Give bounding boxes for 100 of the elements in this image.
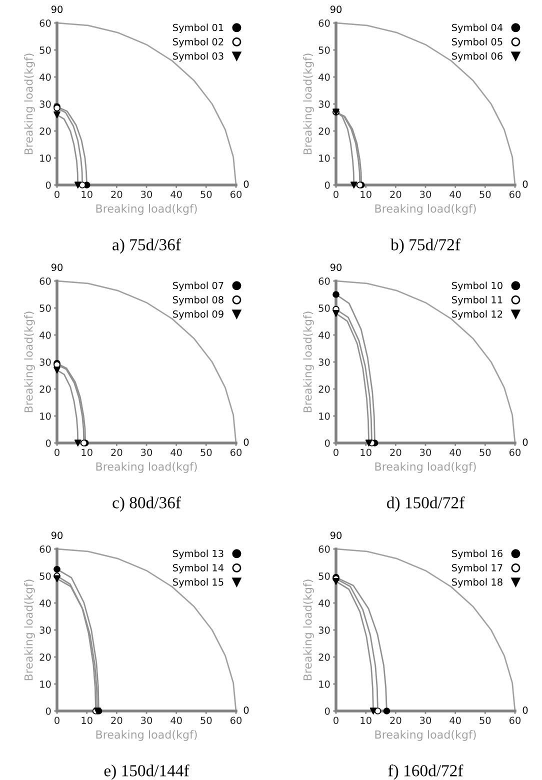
y-tick-label: 20 [40, 127, 51, 135]
y-tick-label: 40 [40, 73, 51, 81]
text: 0 [522, 438, 528, 446]
text: c) 80d/36f [112, 496, 181, 512]
y-tick-label: 60 [40, 545, 51, 553]
x-tick-label: 50 [480, 716, 491, 724]
x-tick-label: 10 [82, 190, 92, 198]
text: e) 150d/144f [104, 764, 190, 780]
legend-label: Symbol 17 [452, 564, 502, 574]
legend-label: Symbol 08 [173, 296, 224, 306]
legend-label: Symbol 16 [452, 550, 502, 560]
x-tick-label: 50 [200, 190, 212, 198]
y-tick-label: 60 [40, 277, 51, 285]
y-tick-label: 20 [318, 127, 330, 135]
y-tick-label: 50 [40, 46, 51, 54]
x-axis-title: Breaking load(kgf) [96, 730, 197, 741]
text: 90 [51, 6, 63, 14]
text: 90 [330, 264, 342, 272]
x-tick-label: 60 [230, 716, 242, 724]
y-tick-label: 40 [318, 331, 330, 339]
x-tick-label: 10 [360, 448, 372, 456]
x-tick-label: 40 [450, 448, 461, 456]
y-tick-label: 10 [40, 412, 51, 420]
y-tick-label: 10 [319, 680, 330, 688]
y-tick-label: 30 [318, 100, 330, 108]
y-tick-label: 0 [324, 181, 330, 189]
y-tick-label: 20 [40, 653, 51, 661]
legend-label: Symbol 09 [173, 310, 224, 320]
y-tick-label: 30 [40, 358, 51, 366]
x-tick-label: 60 [509, 190, 521, 198]
legend-label: Symbol 01 [173, 24, 224, 34]
x-tick-label: 10 [360, 716, 372, 724]
y-axis-title: Breaking load(kgf) [24, 580, 35, 680]
y-tick-label: 30 [40, 100, 51, 108]
y-tick-label: 60 [318, 277, 330, 285]
x-axis-title: Breaking load(kgf) [375, 462, 476, 473]
x-tick-label: 10 [360, 190, 372, 198]
y-tick-label: 0 [46, 707, 51, 715]
legend-label: Symbol 04 [452, 24, 503, 34]
legend-label: Symbol 05 [452, 38, 502, 48]
x-tick-label: 0 [54, 190, 60, 198]
x-tick-label: 30 [141, 716, 152, 724]
x-tick-label: 50 [200, 448, 212, 456]
legend-label: Symbol 03 [173, 52, 224, 62]
x-tick-label: 60 [230, 190, 242, 198]
x-tick-label: 0 [54, 448, 60, 456]
y-tick-label: 0 [324, 707, 330, 715]
x-axis-title: Breaking load(kgf) [96, 462, 197, 473]
legend-label: Symbol 15 [173, 578, 224, 588]
text: b) 75d/72f [390, 238, 460, 254]
x-tick-label: 60 [509, 716, 521, 724]
text: 90 [51, 532, 63, 540]
y-tick-label: 30 [40, 626, 51, 634]
y-tick-label: 30 [318, 626, 330, 634]
text: 0 [522, 706, 528, 714]
x-tick-label: 0 [334, 448, 338, 456]
y-tick-label: 50 [318, 304, 330, 312]
text: 0 [244, 438, 249, 446]
text: 90 [330, 6, 342, 14]
text: f) 160d/72f [388, 764, 464, 780]
x-tick-label: 30 [420, 448, 432, 456]
legend-label: Symbol 13 [173, 550, 224, 560]
y-tick-label: 20 [40, 385, 51, 393]
y-tick-label: 10 [40, 680, 51, 688]
x-tick-label: 10 [82, 716, 92, 724]
y-tick-label: 60 [318, 545, 330, 553]
y-tick-label: 30 [318, 358, 330, 366]
x-tick-label: 60 [509, 448, 521, 456]
y-tick-label: 40 [318, 599, 330, 607]
x-tick-label: 50 [480, 190, 491, 198]
y-tick-label: 10 [319, 154, 330, 162]
y-tick-label: 50 [40, 304, 51, 312]
x-tick-label: 40 [170, 190, 182, 198]
x-tick-label: 20 [390, 448, 402, 456]
text: 0 [244, 706, 249, 714]
y-tick-label: 40 [40, 599, 51, 607]
y-tick-label: 10 [319, 412, 330, 420]
text: 90 [51, 264, 63, 272]
legend-label: Symbol 12 [452, 310, 502, 320]
text: a) 75d/36f [112, 238, 181, 254]
x-tick-label: 0 [54, 716, 60, 724]
y-tick-label: 0 [46, 181, 51, 189]
x-axis-title: Breaking load(kgf) [375, 730, 476, 741]
x-axis-title: Breaking load(kgf) [375, 204, 476, 215]
text: 0 [522, 180, 528, 188]
x-tick-label: 20 [111, 190, 122, 198]
legend-label: Symbol 18 [452, 578, 502, 588]
y-axis-title: Breaking load(kgf) [303, 580, 314, 680]
x-tick-label: 20 [390, 716, 402, 724]
y-tick-label: 50 [40, 572, 51, 580]
y-tick-label: 0 [324, 439, 330, 447]
y-tick-label: 40 [40, 331, 51, 339]
x-tick-label: 20 [111, 716, 122, 724]
legend-label: Symbol 14 [173, 564, 224, 574]
y-axis-title: Breaking load(kgf) [303, 54, 314, 154]
y-tick-label: 50 [318, 46, 330, 54]
legend-label: Symbol 11 [452, 296, 502, 306]
y-axis-title: Breaking load(kgf) [24, 54, 35, 154]
y-axis-title: Breaking load(kgf) [24, 312, 35, 412]
x-tick-label: 10 [82, 448, 92, 456]
